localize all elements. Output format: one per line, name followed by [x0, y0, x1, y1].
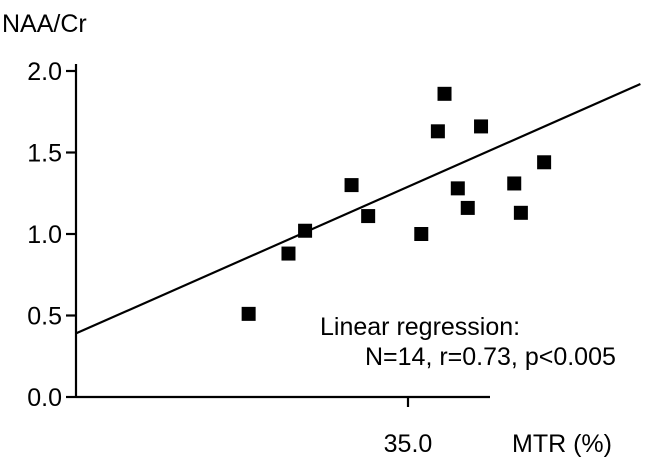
data-point: [344, 178, 359, 193]
y-axis-title: NAA/Cr: [2, 10, 87, 38]
y-tick-label: 1.5: [27, 140, 62, 168]
data-point: [474, 119, 489, 134]
y-tick-label: 1.0: [27, 221, 62, 249]
data-point: [450, 181, 465, 196]
data-point: [414, 227, 429, 241]
regression-line-group: [75, 83, 641, 335]
data-point: [281, 246, 296, 261]
x-axis-ticks: 35.045.0: [384, 397, 433, 458]
data-point: [361, 209, 376, 224]
annotation-line-1: Linear regression:: [320, 313, 520, 341]
y-tick-label: 0.5: [27, 303, 62, 331]
data-points: [241, 86, 552, 321]
data-point: [298, 223, 313, 238]
data-point: [430, 124, 445, 139]
data-point: [507, 176, 522, 191]
data-point: [241, 306, 256, 321]
data-point: [537, 155, 552, 170]
annotation-line-2: N=14, r=0.73, p<0.005: [365, 343, 616, 371]
data-point: [437, 86, 452, 101]
x-tick-label: 35.0: [384, 430, 433, 458]
regression-line: [75, 83, 641, 335]
y-axis-ticks: 0.0 0.5 1.0 1.5 2.0: [27, 58, 76, 412]
y-tick-label: 0.0: [27, 384, 62, 412]
y-tick-label: 2.0: [27, 58, 62, 86]
x-axis-title: MTR (%): [512, 430, 612, 458]
data-point: [513, 205, 528, 220]
data-point: [460, 200, 475, 215]
